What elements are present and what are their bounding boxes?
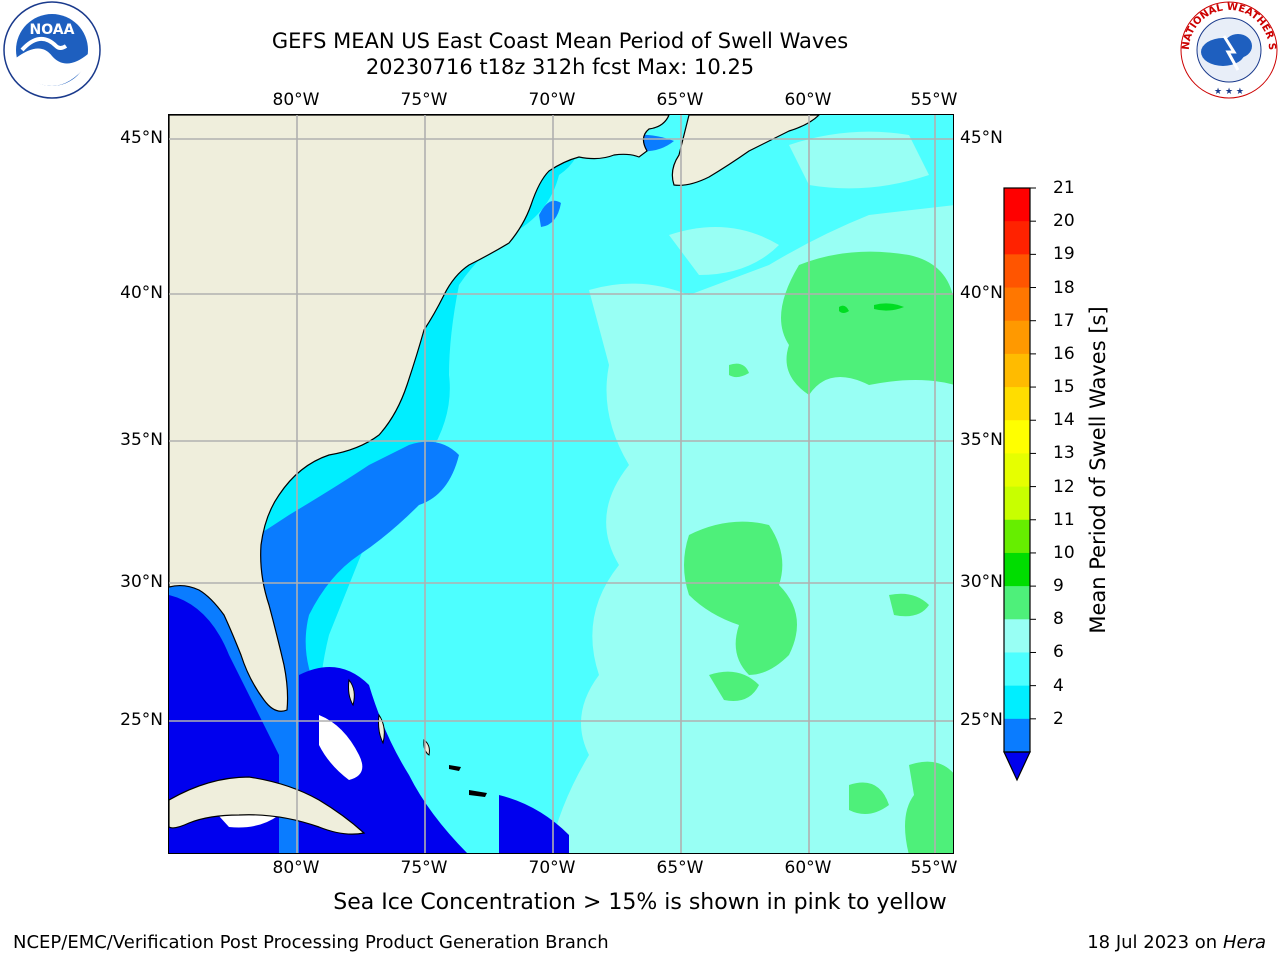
colorbar-tick-label: 10: [1053, 542, 1075, 563]
below-2-patch: [499, 795, 569, 853]
band-2-4-patch: [539, 200, 561, 227]
island: [378, 713, 385, 745]
colorbar-tick-label: 17: [1053, 310, 1075, 331]
colorbar-tick-label: 11: [1053, 509, 1075, 530]
band-9-10-patch: [849, 782, 889, 814]
band-8-9-patch: [789, 131, 929, 189]
colorbar-label: Mean Period of Swell Waves [s]: [1086, 306, 1110, 634]
colorbar-block: [1004, 652, 1030, 687]
colorbar-extend-triangle: [1003, 751, 1031, 782]
colorbar-tick-label: 14: [1053, 410, 1075, 431]
band-10-11-spot: [874, 303, 904, 311]
svg-text:★ ★ ★: ★ ★ ★: [1214, 87, 1244, 97]
land-cuba: [169, 776, 366, 835]
lon-label-bottom: 75°W: [400, 858, 448, 878]
colorbar-block: [1004, 486, 1030, 521]
lon-label-top: 70°W: [528, 90, 576, 110]
swell-period-map: [169, 115, 953, 853]
colorbar-block: [1004, 320, 1030, 355]
band-9-10-patch: [905, 761, 953, 853]
host-name: Hera: [1222, 932, 1266, 953]
lat-label-right: 30°N: [960, 572, 1003, 592]
colorbar: [1003, 187, 1036, 782]
band-9-10-patch: [780, 251, 953, 395]
date-text: 18 Jul 2023 on: [1087, 932, 1223, 953]
lat-label-left: 30°N: [120, 572, 163, 592]
colorbar-tick-label: 2: [1053, 708, 1064, 729]
colorbar-tick-label: 4: [1053, 675, 1064, 696]
land-north-america: [169, 115, 670, 712]
lon-label-bottom: 80°W: [272, 858, 320, 878]
noaa-logo: NOAA: [0, 0, 104, 104]
band-9-10-patch: [709, 671, 759, 701]
colorbar-block: [1004, 221, 1030, 255]
lat-label-left: 40°N: [120, 283, 163, 303]
lat-label-right: 40°N: [960, 283, 1003, 303]
lon-label-top: 80°W: [272, 90, 320, 110]
colorbar-block: [1004, 718, 1030, 753]
lat-label-left: 35°N: [120, 430, 163, 450]
lon-label-top: 65°W: [656, 90, 704, 110]
colorbar-tick-label: 20: [1053, 211, 1075, 232]
colorbar-tick-label: 21: [1053, 178, 1075, 198]
graticule: [169, 115, 953, 853]
date-stamp: 18 Jul 2023 on Hera: [1087, 932, 1266, 953]
colorbar-block: [1004, 685, 1030, 720]
colorbar-tick-label: 16: [1053, 343, 1075, 364]
lat-label-right: 25°N: [960, 710, 1003, 730]
lon-label-bottom: 70°W: [528, 858, 576, 878]
colorbar-tick-label: 15: [1053, 377, 1075, 398]
colorbar-block: [1004, 353, 1030, 388]
colorbar-frame: [1003, 187, 1031, 753]
island: [449, 765, 461, 771]
lat-label-right: 45°N: [960, 128, 1003, 148]
colorbar-block: [1004, 552, 1030, 587]
band-9-10-patch: [684, 521, 797, 675]
sea-ice-note: Sea Ice Concentration > 15% is shown in …: [333, 890, 947, 915]
svg-text:NOAA: NOAA: [30, 22, 75, 38]
colorbar-block: [1004, 287, 1030, 322]
band-9-10-patch: [729, 363, 749, 378]
island: [469, 790, 487, 797]
lat-label-right: 35°N: [960, 430, 1003, 450]
lon-label-top: 55°W: [910, 90, 958, 110]
colorbar-tick-label: 18: [1053, 277, 1075, 298]
lon-label-top: 75°W: [400, 90, 448, 110]
band-8-9-patch: [669, 227, 779, 275]
lon-label-top: 60°W: [784, 90, 832, 110]
colorbar-tick-label: 19: [1053, 244, 1075, 265]
colorbar-tick-label: 12: [1053, 476, 1075, 497]
lat-label-left: 45°N: [120, 128, 163, 148]
colorbar-tick-label: 8: [1053, 609, 1064, 630]
map-panel: [168, 114, 954, 854]
nws-logo: NATIONAL WEATHER SERVICE ★ ★ ★: [1174, 0, 1280, 104]
colorbar-block: [1004, 453, 1030, 488]
colorbar-tick-label: 9: [1053, 576, 1064, 597]
chart-subtitle: 20230716 t18z 312h fcst Max: 10.25: [365, 55, 755, 79]
colorbar-block: [1004, 519, 1030, 554]
lat-label-left: 25°N: [120, 710, 163, 730]
colorbar-block: [1004, 188, 1030, 222]
lon-label-bottom: 60°W: [784, 858, 832, 878]
colorbar-tick-label: 13: [1053, 443, 1075, 464]
island: [348, 678, 355, 707]
colorbar-block: [1004, 619, 1030, 653]
colorbar-block: [1004, 420, 1030, 454]
chart-title: GEFS MEAN US East Coast Mean Period of S…: [271, 29, 849, 53]
credit-text: NCEP/EMC/Verification Post Processing Pr…: [13, 932, 609, 953]
band-10-11-spot: [839, 305, 849, 313]
colorbar-block: [1004, 586, 1030, 620]
land-nova-scotia: [671, 115, 820, 186]
lon-label-bottom: 65°W: [656, 858, 704, 878]
band-9-10-patch: [889, 593, 929, 617]
missing-data-patch: [319, 715, 363, 780]
colorbar-block: [1004, 387, 1030, 421]
colorbar-tick-label: 6: [1053, 642, 1064, 663]
lon-label-bottom: 55°W: [910, 858, 958, 878]
colorbar-block: [1004, 254, 1030, 289]
